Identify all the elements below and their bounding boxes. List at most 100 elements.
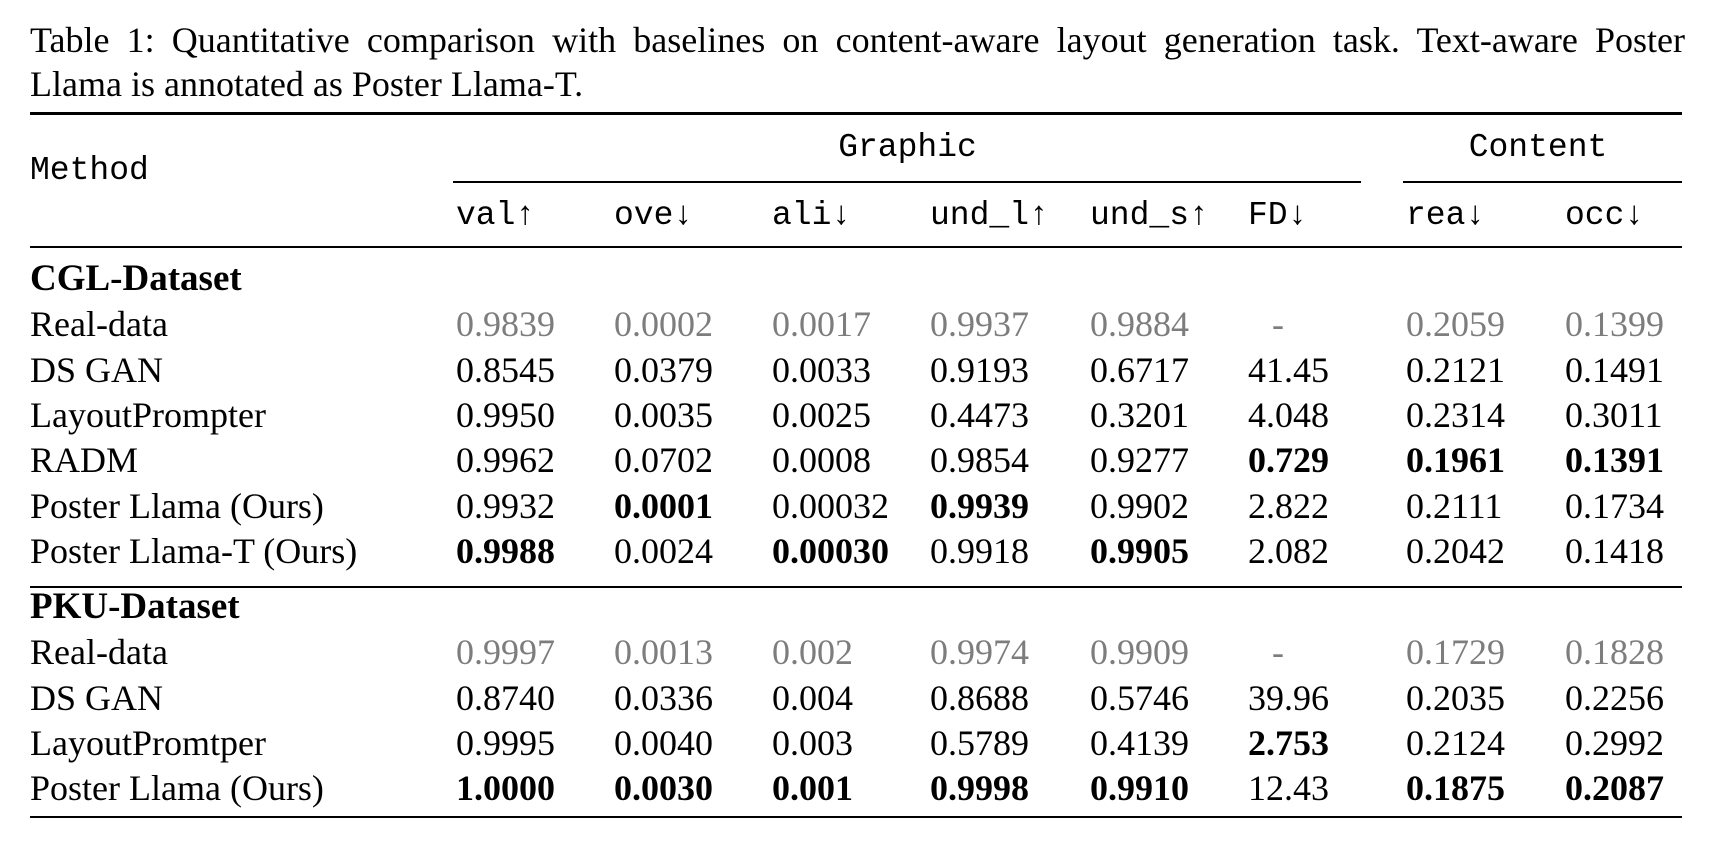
table-row-method: Real-data	[30, 304, 168, 345]
table-cell: 0.2059	[1406, 304, 1505, 345]
table-cell: 2.753	[1248, 722, 1329, 763]
table-caption: Table 1: Quantitative comparison with ba…	[30, 20, 1685, 104]
table-cell: 0.004	[772, 677, 853, 718]
table-cell: 0.9950	[456, 394, 555, 435]
table-cell: 0.003	[772, 722, 853, 763]
table-cell: 0.00032	[772, 485, 889, 526]
table-cell: 0.2256	[1565, 677, 1664, 718]
table-bottom-rule	[30, 816, 1682, 818]
table-cell: 0.0017	[772, 304, 871, 345]
table-cell: -	[1272, 304, 1284, 345]
table-cell: 0.2042	[1406, 530, 1505, 571]
graphic-group-rule	[453, 181, 1361, 183]
table-cell: 0.0024	[614, 530, 713, 571]
table-cell: 0.2111	[1406, 485, 1503, 526]
table-cell: 0.002	[772, 632, 853, 673]
table-cell: 12.43	[1248, 768, 1329, 809]
table-cell: 0.0379	[614, 349, 713, 390]
table-cell: 0.5746	[1090, 677, 1189, 718]
table-cell: 0.0001	[614, 485, 713, 526]
table-cell: 0.8740	[456, 677, 555, 718]
table-cell: 0.1418	[1565, 530, 1664, 571]
table-cell: 0.9854	[930, 440, 1029, 481]
table-cell: 0.00030	[772, 530, 889, 571]
table-cell: -	[1272, 632, 1284, 673]
table-cell: 0.0008	[772, 440, 871, 481]
table-cell: 0.9962	[456, 440, 555, 481]
content-group-header: Content	[1468, 129, 1608, 166]
table-cell: 0.3201	[1090, 394, 1189, 435]
table-row-method: DS GAN	[30, 677, 164, 718]
table-cell: 0.2035	[1406, 677, 1505, 718]
table-cell: 0.729	[1248, 440, 1329, 481]
table-cell: 39.96	[1248, 677, 1329, 718]
column-header: und_l↑	[930, 197, 1049, 234]
table-cell: 0.0013	[614, 632, 713, 673]
table-cell: 0.1729	[1406, 632, 1505, 673]
table-cell: 2.822	[1248, 485, 1329, 526]
table-row-method: Poster Llama-T (Ours)	[30, 530, 358, 571]
table-row-method: LayoutPromtper	[30, 722, 266, 763]
table-cell: 0.9905	[1090, 530, 1189, 571]
table-cell: 0.4473	[930, 394, 1029, 435]
table-row-method: Real-data	[30, 632, 168, 673]
table-cell: 0.2992	[1565, 722, 1664, 763]
table-cell: 0.1875	[1406, 768, 1505, 809]
table-row-method: DS GAN	[30, 349, 164, 390]
column-header: ove↓	[614, 197, 694, 234]
column-header: FD↓	[1248, 197, 1308, 234]
table-top-rule	[30, 112, 1682, 115]
table-cell: 0.9939	[930, 485, 1029, 526]
table-cell: 0.9884	[1090, 304, 1189, 345]
table-cell: 0.9974	[930, 632, 1029, 673]
table-cell: 0.0025	[772, 394, 871, 435]
header-bottom-rule	[30, 246, 1682, 248]
table-cell: 0.2314	[1406, 394, 1505, 435]
table-cell: 4.048	[1248, 394, 1329, 435]
table-cell: 0.4139	[1090, 722, 1189, 763]
table-row-method: Poster Llama (Ours)	[30, 485, 324, 526]
table-cell: 0.9193	[930, 349, 1029, 390]
column-header: rea↓	[1406, 197, 1486, 234]
table-cell: 1.0000	[456, 768, 555, 809]
table-cell: 0.9988	[456, 530, 555, 571]
table-row-method: Poster Llama (Ours)	[30, 768, 324, 809]
section-divider-rule	[30, 586, 1682, 588]
method-column-header: Method	[30, 152, 149, 189]
table-cell: 0.1391	[1565, 440, 1664, 481]
section-label: CGL-Dataset	[30, 258, 242, 299]
column-header: occ↓	[1565, 197, 1645, 234]
table-cell: 0.9997	[456, 632, 555, 673]
table-cell: 0.9937	[930, 304, 1029, 345]
table-cell: 0.0033	[772, 349, 871, 390]
section-label: PKU-Dataset	[30, 586, 240, 627]
table-cell: 0.2124	[1406, 722, 1505, 763]
content-group-rule	[1403, 181, 1682, 183]
table-cell: 0.1491	[1565, 349, 1664, 390]
table-cell: 0.3011	[1565, 394, 1663, 435]
table-cell: 0.001	[772, 768, 853, 809]
column-header: und_s↑	[1090, 197, 1209, 234]
table-row-method: LayoutPrompter	[30, 394, 266, 435]
table-cell: 0.9932	[456, 485, 555, 526]
table-cell: 0.9998	[930, 768, 1029, 809]
table-cell: 0.0002	[614, 304, 713, 345]
table-cell: 0.5789	[930, 722, 1029, 763]
table-cell: 0.6717	[1090, 349, 1189, 390]
table-cell: 0.9918	[930, 530, 1029, 571]
table-cell: 0.9839	[456, 304, 555, 345]
column-header: ali↓	[772, 197, 852, 234]
table-cell: 0.8545	[456, 349, 555, 390]
table-cell: 0.9995	[456, 722, 555, 763]
table-cell: 0.9277	[1090, 440, 1189, 481]
table-cell: 0.1828	[1565, 632, 1664, 673]
table-cell: 0.9902	[1090, 485, 1189, 526]
column-header: val↑	[456, 197, 536, 234]
table-cell: 0.0035	[614, 394, 713, 435]
table-cell: 2.082	[1248, 530, 1329, 571]
table-cell: 41.45	[1248, 349, 1329, 390]
table-cell: 0.8688	[930, 677, 1029, 718]
table-cell: 0.1961	[1406, 440, 1505, 481]
table-cell: 0.2087	[1565, 768, 1664, 809]
